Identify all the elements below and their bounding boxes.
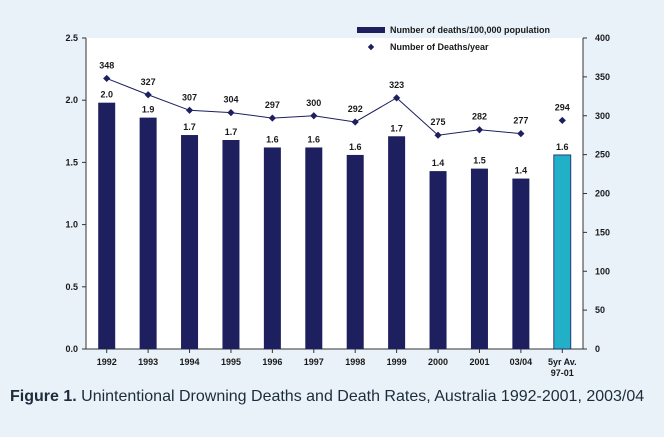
line-data-label: 323 [389,80,404,90]
bar [429,171,447,349]
legend-bar-label: Number of deaths/100,000 population [390,25,550,35]
line-data-label: 300 [306,98,321,108]
line-data-label: 304 [223,95,238,105]
chart: 0.0 0.5 1.0 1.5 2.0 2.5 0 50 100 150 200 250 300 350 4… [65,25,610,378]
bar-data-label: 1.4 [432,158,445,168]
x-tick-label: 2000 [428,357,448,367]
line-point-marker [351,118,359,126]
bar [139,117,157,349]
x-tick-label: 1997 [304,357,324,367]
bar-data-label: 1.7 [225,127,238,137]
right-tick-label: 350 [595,72,610,82]
bar-data-label: 1.4 [515,166,528,176]
line-point-marker [310,112,318,120]
x-tick-label: 1996 [262,357,282,367]
line-point-marker [144,91,152,99]
bar-data-label: 2.0 [100,90,113,100]
bar [346,154,364,349]
bar [263,147,281,349]
bar-data-label: 1.6 [308,134,321,144]
bar [98,102,116,349]
plot-area [86,38,583,349]
bar-data-label: 1.5 [473,156,486,166]
x-tick-label: 1993 [138,357,158,367]
left-tick-label: 2.5 [65,33,78,43]
legend-line-label: Number of Deaths/year [390,42,489,52]
x-tick-label: 1998 [345,357,365,367]
caption-text: Unintentional Drowning Deaths and Death … [76,388,645,405]
bar [222,140,240,349]
right-tick-label: 200 [595,189,610,199]
line-data-label: 275 [431,117,446,127]
x-tick-label: 1992 [97,357,117,367]
x-tick-label: 03/04 [510,357,533,367]
line-data-label: 292 [348,104,363,114]
bar [388,136,406,349]
bar-data-label: 1.7 [390,123,403,133]
right-tick-label: 150 [595,227,610,237]
line-data-label: 294 [555,102,570,112]
right-tick-label: 400 [595,33,610,43]
bar [305,147,323,349]
right-tick-label: 0 [595,344,600,354]
line-point-marker [268,114,276,122]
line-point-marker [558,116,566,125]
left-tick-label: 0.5 [65,282,78,292]
x-tick-label: 97-01 [551,368,574,378]
bar [181,135,199,349]
right-tick-label: 250 [595,150,610,160]
x-tick-label: 1995 [221,357,241,367]
bar [512,178,530,349]
left-tick-label: 1.0 [65,220,78,230]
line-point-marker [103,74,111,83]
line-point-marker [227,109,235,117]
bar-data-label: 1.6 [556,142,569,152]
legend-line-marker [367,43,375,51]
line-data-label: 277 [513,116,528,126]
line-point-marker [517,130,525,138]
right-tick-label: 50 [595,305,605,315]
x-tick-label: 1999 [387,357,407,367]
bar-data-label: 1.6 [266,134,279,144]
bar-data-label: 1.9 [142,105,155,115]
bar [470,168,488,349]
bar-data-label: 1.6 [349,142,362,152]
right-tick-label: 100 [595,266,610,276]
line-data-label: 297 [265,100,280,110]
legend-bar-swatch [357,27,385,33]
line-point-marker [475,126,484,134]
line-point-marker [434,131,442,139]
x-tick-label: 5yr Av. [548,357,577,367]
line-data-label: 327 [141,77,156,87]
left-tick-label: 0.0 [65,344,78,354]
figure-caption: Figure 1. Unintentional Drowning Deaths … [10,387,650,406]
bar-data-label: 1.7 [183,122,196,132]
bar [553,154,572,350]
line-data-label: 348 [99,60,114,70]
line-point-marker [393,94,401,102]
line-data-label: 282 [472,112,487,122]
line-point-marker [185,106,194,114]
left-tick-label: 2.0 [65,95,78,105]
right-tick-label: 300 [595,111,610,121]
x-tick-label: 1994 [180,357,200,367]
line-data-label: 307 [182,92,197,102]
x-tick-label: 2001 [469,357,489,367]
caption-label: Figure 1. [10,388,77,405]
left-tick-label: 1.5 [65,157,78,167]
